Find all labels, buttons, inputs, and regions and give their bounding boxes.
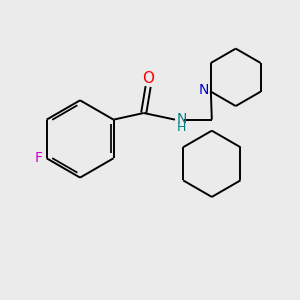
Text: N: N [177, 112, 187, 126]
Text: H: H [177, 121, 186, 134]
Text: N: N [199, 83, 209, 97]
Text: F: F [34, 151, 42, 165]
Text: O: O [142, 71, 154, 86]
